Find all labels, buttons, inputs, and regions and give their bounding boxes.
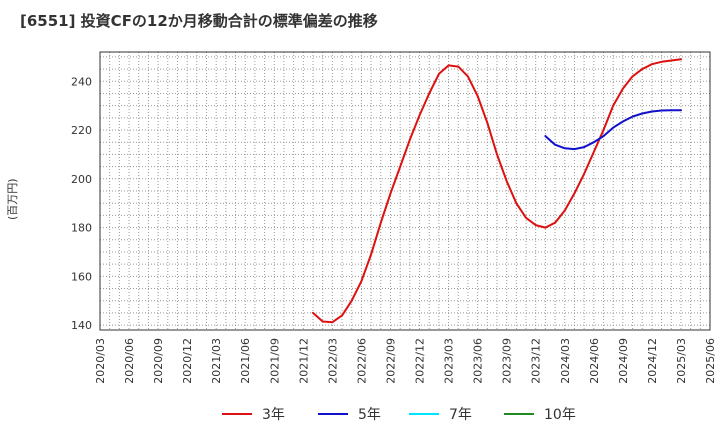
data-point xyxy=(486,121,489,124)
x-tick-label: 2022/09 xyxy=(384,338,397,384)
data-point xyxy=(651,63,653,65)
data-point xyxy=(602,135,605,137)
x-tick-label: 2021/03 xyxy=(210,338,223,384)
legend-label-3: 7年 xyxy=(449,407,472,423)
x-tick-label: 2022/06 xyxy=(355,338,368,384)
data-point xyxy=(525,217,527,219)
x-tick-label: 2020/09 xyxy=(152,338,165,384)
data-point xyxy=(389,192,392,195)
y-tick-label: 140 xyxy=(71,319,92,332)
data-point xyxy=(331,321,334,324)
x-tick-label: 2021/12 xyxy=(297,338,310,384)
data-point xyxy=(380,221,382,224)
data-point xyxy=(583,146,585,148)
data-point xyxy=(564,209,566,212)
data-point xyxy=(622,120,624,123)
data-point xyxy=(612,104,614,107)
data-point xyxy=(660,61,663,63)
x-tick-label: 2023/03 xyxy=(443,338,456,384)
data-point xyxy=(544,135,547,137)
data-point xyxy=(680,109,682,112)
data-point xyxy=(370,253,372,256)
y-tick-label: 180 xyxy=(71,222,92,235)
data-point xyxy=(554,143,556,146)
data-point xyxy=(680,58,682,61)
x-tick-label: 2025/03 xyxy=(675,338,688,384)
data-point xyxy=(321,320,324,323)
data-point xyxy=(593,151,595,153)
data-point xyxy=(544,226,547,229)
data-point xyxy=(583,173,585,175)
data-point xyxy=(641,68,643,70)
data-point xyxy=(457,65,460,68)
x-tick-label: 2023/06 xyxy=(472,338,485,384)
data-point xyxy=(350,299,353,302)
data-point xyxy=(651,110,653,113)
data-point xyxy=(670,109,673,112)
x-tick-label: 2023/12 xyxy=(530,338,543,384)
data-point xyxy=(409,139,411,141)
data-point xyxy=(496,153,498,156)
x-tick-label: 2020/03 xyxy=(94,338,107,384)
data-point xyxy=(447,64,450,67)
data-point xyxy=(631,115,634,118)
data-point xyxy=(418,114,421,117)
x-tick-label: 2024/12 xyxy=(646,338,659,384)
legend-label-2: 5年 xyxy=(358,407,381,423)
data-point xyxy=(399,165,402,168)
x-tick-label: 2020/06 xyxy=(123,338,136,384)
data-point xyxy=(467,75,469,78)
legend-label-1: 3年 xyxy=(262,407,285,423)
data-point xyxy=(602,129,605,131)
x-tick-label: 2021/09 xyxy=(268,338,281,384)
data-point xyxy=(515,202,518,204)
data-point xyxy=(438,73,440,75)
data-point xyxy=(641,112,643,115)
data-point xyxy=(534,224,537,226)
chart-title: [6551] 投資CFの12か月移動合計の標準偏差の推移 xyxy=(20,12,378,30)
data-point xyxy=(341,314,343,317)
y-tick-label: 220 xyxy=(71,124,92,137)
data-point xyxy=(573,192,576,195)
y-tick-label: 200 xyxy=(71,173,92,186)
plot-frame xyxy=(99,51,711,331)
y-tick-label: 240 xyxy=(71,75,92,88)
x-tick-label: 2022/03 xyxy=(326,338,339,384)
data-point xyxy=(670,59,673,62)
data-point xyxy=(428,92,431,95)
data-point xyxy=(312,312,314,314)
y-tick-label: 160 xyxy=(71,270,92,283)
x-tick-label: 2024/06 xyxy=(588,338,601,384)
data-point xyxy=(554,221,556,224)
x-tick-label: 2023/09 xyxy=(501,338,514,384)
plot-area xyxy=(100,52,710,330)
legend-label-4: 10年 xyxy=(544,407,576,423)
data-point xyxy=(476,95,479,97)
data-point xyxy=(612,126,614,129)
data-point xyxy=(660,109,663,112)
data-point xyxy=(573,148,576,150)
data-point xyxy=(505,180,508,182)
data-point xyxy=(564,147,566,150)
x-tick-label: 2024/09 xyxy=(617,338,630,384)
data-point xyxy=(360,280,363,283)
x-tick-label: 2020/12 xyxy=(181,338,194,384)
x-tick-label: 2021/06 xyxy=(239,338,252,384)
x-tick-label: 2024/03 xyxy=(559,338,572,384)
data-point xyxy=(631,75,634,78)
data-point xyxy=(622,87,624,90)
x-tick-label: 2025/06 xyxy=(704,338,717,384)
x-tick-label: 2022/12 xyxy=(414,338,427,384)
data-point xyxy=(593,141,595,143)
